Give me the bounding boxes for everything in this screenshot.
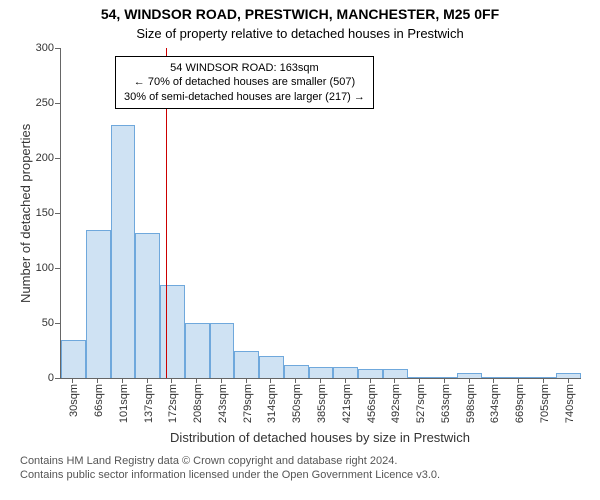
y-axis-label: Number of detached properties bbox=[18, 124, 33, 303]
x-tick-mark bbox=[444, 378, 445, 383]
x-tick-label: 669sqm bbox=[518, 345, 530, 384]
x-tick-mark bbox=[171, 378, 172, 383]
x-tick-mark bbox=[122, 378, 123, 383]
annotation-line3: 30% of semi-detached houses are larger (… bbox=[124, 90, 365, 104]
x-tick-label: 30sqm bbox=[72, 351, 84, 384]
x-tick-mark bbox=[469, 378, 470, 383]
x-tick-label: 421sqm bbox=[345, 345, 357, 384]
x-tick-label: 705sqm bbox=[543, 345, 555, 384]
x-tick-label: 137sqm bbox=[147, 345, 159, 384]
y-tick-label: 300 bbox=[36, 42, 54, 54]
x-tick-label: 243sqm bbox=[221, 345, 233, 384]
y-tick-label: 150 bbox=[36, 207, 54, 219]
annotation-line1: 54 WINDSOR ROAD: 163sqm bbox=[124, 61, 365, 75]
x-tick-mark bbox=[568, 378, 569, 383]
y-tick-label: 0 bbox=[48, 372, 54, 384]
x-tick-label: 527sqm bbox=[419, 345, 431, 384]
x-axis-label: Distribution of detached houses by size … bbox=[60, 430, 580, 445]
x-tick-label: 385sqm bbox=[320, 345, 332, 384]
x-tick-label: 172sqm bbox=[171, 345, 183, 384]
x-tick-mark bbox=[295, 378, 296, 383]
x-tick-label: 101sqm bbox=[122, 345, 134, 384]
x-tick-label: 314sqm bbox=[270, 345, 282, 384]
x-tick-label: 598sqm bbox=[469, 345, 481, 384]
y-tick-label: 100 bbox=[36, 262, 54, 274]
x-tick-label: 492sqm bbox=[394, 345, 406, 384]
x-tick-mark bbox=[518, 378, 519, 383]
y-tick-label: 50 bbox=[42, 317, 54, 329]
x-tick-label: 740sqm bbox=[568, 345, 580, 384]
chart-container: 54, WINDSOR ROAD, PRESTWICH, MANCHESTER,… bbox=[0, 0, 600, 500]
x-tick-mark bbox=[147, 378, 148, 383]
x-tick-label: 66sqm bbox=[97, 351, 109, 384]
annotation-line2: ← 70% of detached houses are smaller (50… bbox=[124, 75, 365, 89]
x-tick-mark bbox=[345, 378, 346, 383]
x-tick-mark bbox=[72, 378, 73, 383]
y-tick-label: 250 bbox=[36, 97, 54, 109]
footer: Contains HM Land Registry data © Crown c… bbox=[20, 454, 440, 483]
x-tick-label: 208sqm bbox=[196, 345, 208, 384]
bar bbox=[111, 125, 136, 378]
x-tick-mark bbox=[419, 378, 420, 383]
x-tick-mark bbox=[394, 378, 395, 383]
annotation-box: 54 WINDSOR ROAD: 163sqm ← 70% of detache… bbox=[115, 56, 374, 109]
y-tick-label: 200 bbox=[36, 152, 54, 164]
x-tick-mark bbox=[97, 378, 98, 383]
x-tick-label: 279sqm bbox=[246, 345, 258, 384]
x-tick-mark bbox=[320, 378, 321, 383]
x-tick-label: 456sqm bbox=[370, 345, 382, 384]
x-tick-label: 350sqm bbox=[295, 345, 307, 384]
x-tick-mark bbox=[370, 378, 371, 383]
chart-title-sub: Size of property relative to detached ho… bbox=[0, 26, 600, 41]
chart-title-main: 54, WINDSOR ROAD, PRESTWICH, MANCHESTER,… bbox=[0, 6, 600, 22]
footer-line1: Contains HM Land Registry data © Crown c… bbox=[20, 454, 440, 468]
x-tick-label: 563sqm bbox=[444, 345, 456, 384]
footer-line2: Contains public sector information licen… bbox=[20, 468, 440, 482]
x-tick-mark bbox=[196, 378, 197, 383]
x-tick-mark bbox=[493, 378, 494, 383]
x-tick-mark bbox=[543, 378, 544, 383]
x-tick-label: 634sqm bbox=[493, 345, 505, 384]
x-tick-mark bbox=[246, 378, 247, 383]
x-tick-mark bbox=[221, 378, 222, 383]
x-tick-mark bbox=[270, 378, 271, 383]
